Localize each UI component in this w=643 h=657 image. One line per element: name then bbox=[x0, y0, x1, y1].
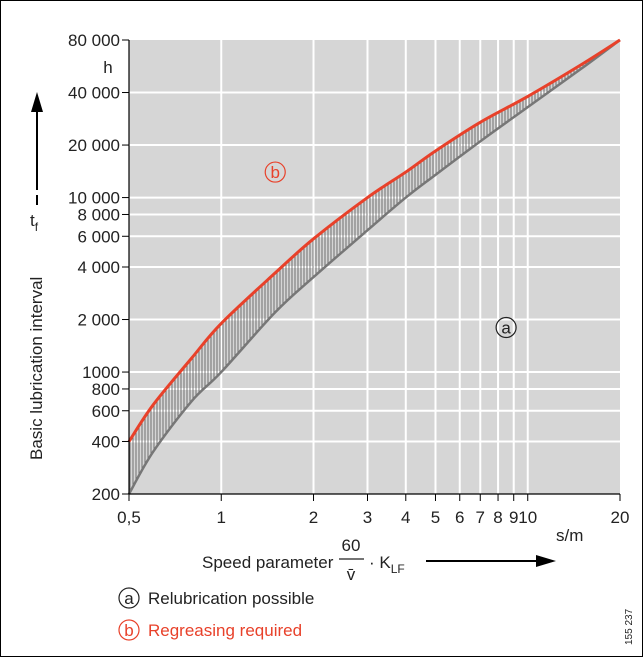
y-axis-title: Basic lubrication interval bbox=[27, 277, 46, 460]
region-marker-a-letter: a bbox=[501, 319, 511, 338]
lower-curve bbox=[127, 38, 621, 495]
y-tick-label: 4 000 bbox=[77, 258, 120, 277]
y-tick-label: 200 bbox=[92, 485, 120, 504]
legend: a Relubrication possible b Regreasing re… bbox=[118, 587, 314, 641]
y-axis-symbol-main: t bbox=[30, 211, 35, 230]
x-tick-label: 1 bbox=[217, 508, 226, 527]
x-axis-arrow-head bbox=[536, 555, 556, 567]
legend-text-a: Relubrication possible bbox=[148, 589, 314, 608]
y-tick-label: 10 000 bbox=[68, 189, 120, 208]
y-tick-label: 80 000 bbox=[68, 31, 120, 50]
upper-curve bbox=[127, 38, 621, 443]
x-tick-label: 2 bbox=[309, 508, 318, 527]
y-tick-label: 2 000 bbox=[77, 311, 120, 330]
y-axis-symbol: tf bbox=[30, 211, 39, 234]
x-axis-fraction-numerator: 60 bbox=[342, 536, 361, 555]
legend-marker-b-letter: b bbox=[124, 621, 133, 640]
y-tick-label: 600 bbox=[92, 402, 120, 421]
legend-item-b: b Regreasing required bbox=[118, 619, 302, 641]
legend-marker-b bbox=[118, 619, 140, 641]
y-axis-arrow-head bbox=[31, 92, 43, 112]
x-tick-label: 9 bbox=[509, 508, 518, 527]
y-tick-label: 400 bbox=[92, 432, 120, 451]
y-tick-label: 1000 bbox=[82, 363, 120, 382]
y-tick-label: 8 000 bbox=[77, 205, 120, 224]
x-tick-label: 8 bbox=[493, 508, 502, 527]
legend-marker-a bbox=[118, 587, 140, 609]
region-marker-b bbox=[264, 161, 286, 183]
x-axis-title-group: Speed parameter 60 v̄ · KLF bbox=[202, 536, 556, 584]
legend-item-a: a Relubrication possible bbox=[118, 587, 314, 609]
x-tick-label: 3 bbox=[363, 508, 372, 527]
x-tick-label: 6 bbox=[455, 508, 464, 527]
x-tick-label: 4 bbox=[401, 508, 410, 527]
x-axis-factor-main: · K bbox=[369, 553, 391, 572]
x-tick-label: 10 bbox=[518, 508, 537, 527]
x-axis-title: Speed parameter bbox=[202, 553, 334, 572]
region-marker-b-letter: b bbox=[270, 163, 279, 182]
figure-id: 155 237 bbox=[624, 608, 635, 645]
region-marker-a bbox=[495, 316, 517, 339]
x-axis-factor: · KLF bbox=[369, 553, 405, 576]
x-axis-fraction-denominator: v̄ bbox=[347, 565, 356, 584]
y-axis-symbol-sub: f bbox=[35, 220, 39, 234]
x-unit-label: s/m bbox=[556, 526, 583, 545]
y-axis-title-group: Basic lubrication interval tf bbox=[27, 92, 46, 460]
legend-marker-a-letter: a bbox=[124, 589, 134, 608]
y-tick-label: 800 bbox=[92, 380, 120, 399]
x-axis-factor-sub: LF bbox=[391, 562, 405, 576]
y-unit-label: h bbox=[103, 58, 112, 77]
x-tick-label: 0,5 bbox=[117, 508, 141, 527]
y-tick-label: 6 000 bbox=[77, 227, 120, 246]
y-tick-label: 20 000 bbox=[68, 136, 120, 155]
x-tick-label: 5 bbox=[431, 508, 440, 527]
x-tick-label: 20 bbox=[611, 508, 630, 527]
legend-text-b: Regreasing required bbox=[148, 621, 302, 640]
x-tick-label: 7 bbox=[476, 508, 485, 527]
y-tick-label: 40 000 bbox=[68, 84, 120, 103]
